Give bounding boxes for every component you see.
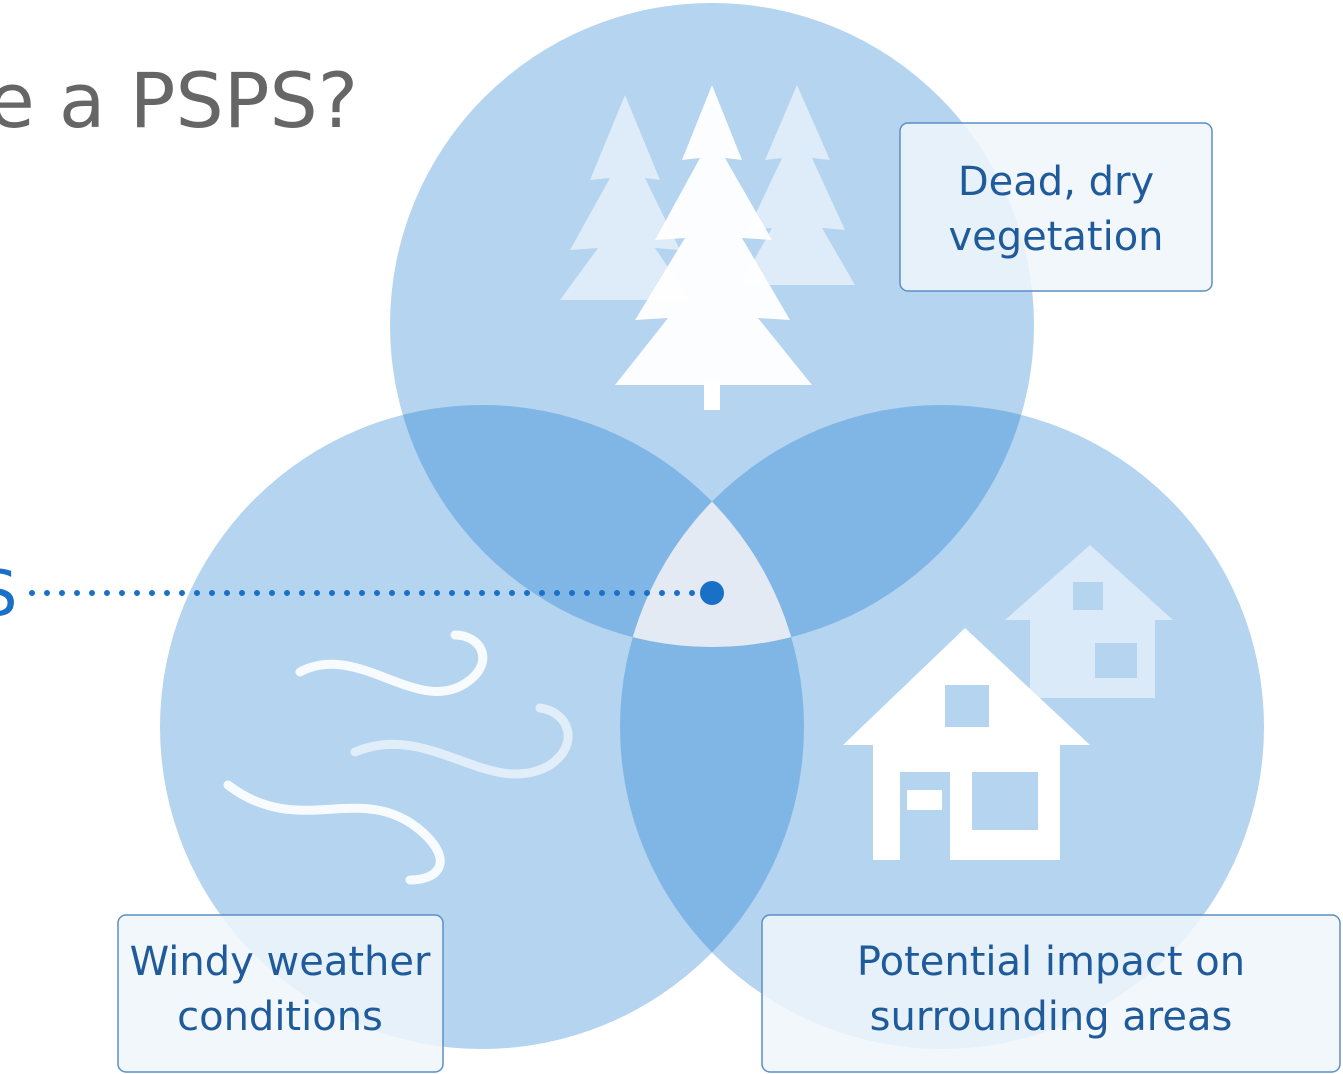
venn-diagram: e a PSPS? S Dead, dry vegetation Windy w… (0, 0, 1343, 1074)
label-box (900, 123, 1212, 291)
door (900, 772, 950, 860)
pointer-dot (700, 581, 724, 605)
window (945, 685, 989, 727)
label: Potential impact on (857, 939, 1245, 985)
pointer-label: S (0, 557, 17, 630)
window (1073, 582, 1103, 610)
label: vegetation (948, 214, 1163, 260)
label: Dead, dry (958, 159, 1154, 205)
window (1095, 643, 1137, 678)
label: conditions (177, 994, 383, 1040)
tree-trunk (704, 380, 720, 410)
label: Windy weather (130, 939, 431, 985)
label: surrounding areas (870, 994, 1233, 1040)
door-panel (907, 790, 942, 810)
page: e a PSPS? S Dead, dry vegetation Windy w… (0, 0, 1343, 1074)
window (972, 772, 1038, 830)
title: e a PSPS? (0, 56, 358, 145)
